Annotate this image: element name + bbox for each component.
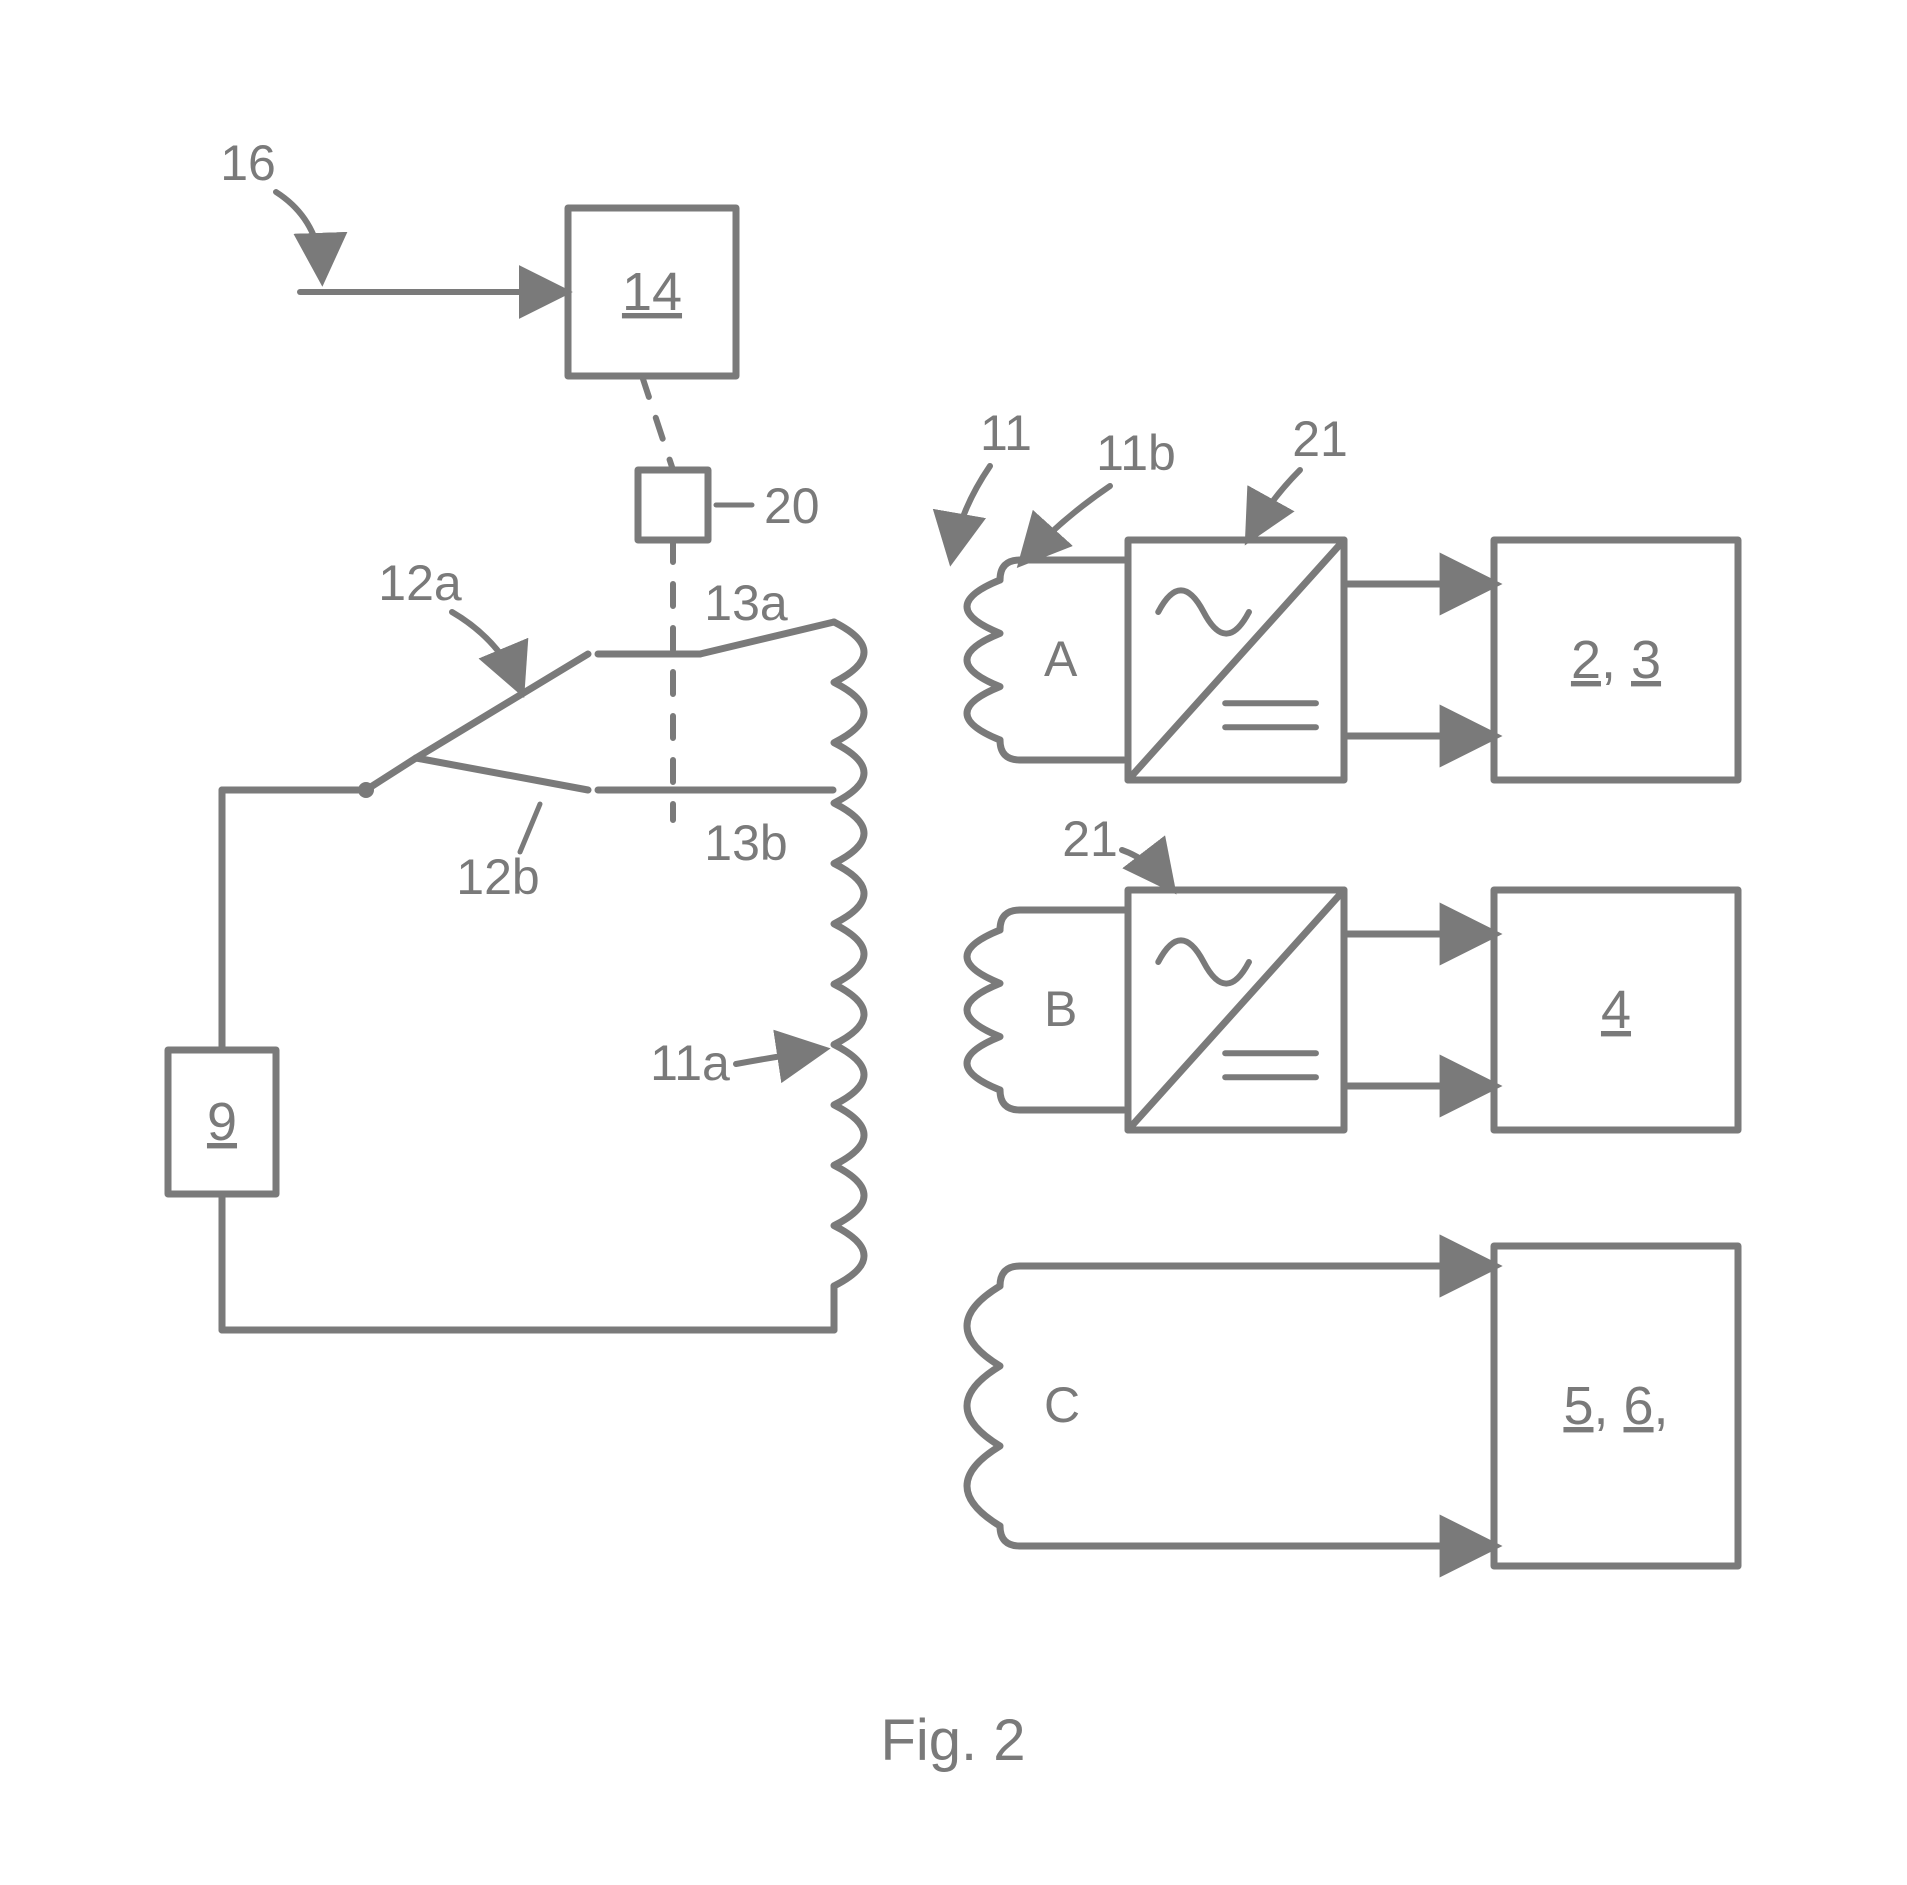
svg-text:A: A [1044, 631, 1078, 687]
svg-text:13a: 13a [704, 575, 788, 631]
svg-text:4: 4 [1601, 980, 1631, 1040]
svg-text:C: C [1044, 1377, 1080, 1433]
svg-text:14: 14 [622, 262, 682, 322]
svg-text:21: 21 [1062, 811, 1118, 867]
svg-text:12a: 12a [378, 555, 462, 611]
svg-text:13b: 13b [704, 815, 787, 871]
svg-text:20: 20 [764, 478, 820, 534]
svg-text:2, 3: 2, 3 [1571, 630, 1661, 690]
svg-text:11a: 11a [650, 1035, 730, 1091]
svg-text:5, 6,: 5, 6, [1563, 1376, 1668, 1436]
svg-text:11: 11 [980, 405, 1032, 461]
svg-text:21: 21 [1292, 411, 1348, 467]
svg-text:16: 16 [220, 135, 276, 191]
figure-2-diagram: 14 16 20 12a 12b 13a 13b 11a 9 A 2, 3 B 4 C 5, 6, 11 11b… [0, 0, 1907, 1885]
svg-text:12b: 12b [456, 849, 539, 905]
svg-text:Fig. 2: Fig. 2 [880, 1708, 1025, 1773]
block-20 [638, 470, 708, 540]
svg-text:B: B [1044, 981, 1077, 1037]
svg-text:11b: 11b [1096, 425, 1176, 481]
svg-text:9: 9 [207, 1092, 237, 1152]
